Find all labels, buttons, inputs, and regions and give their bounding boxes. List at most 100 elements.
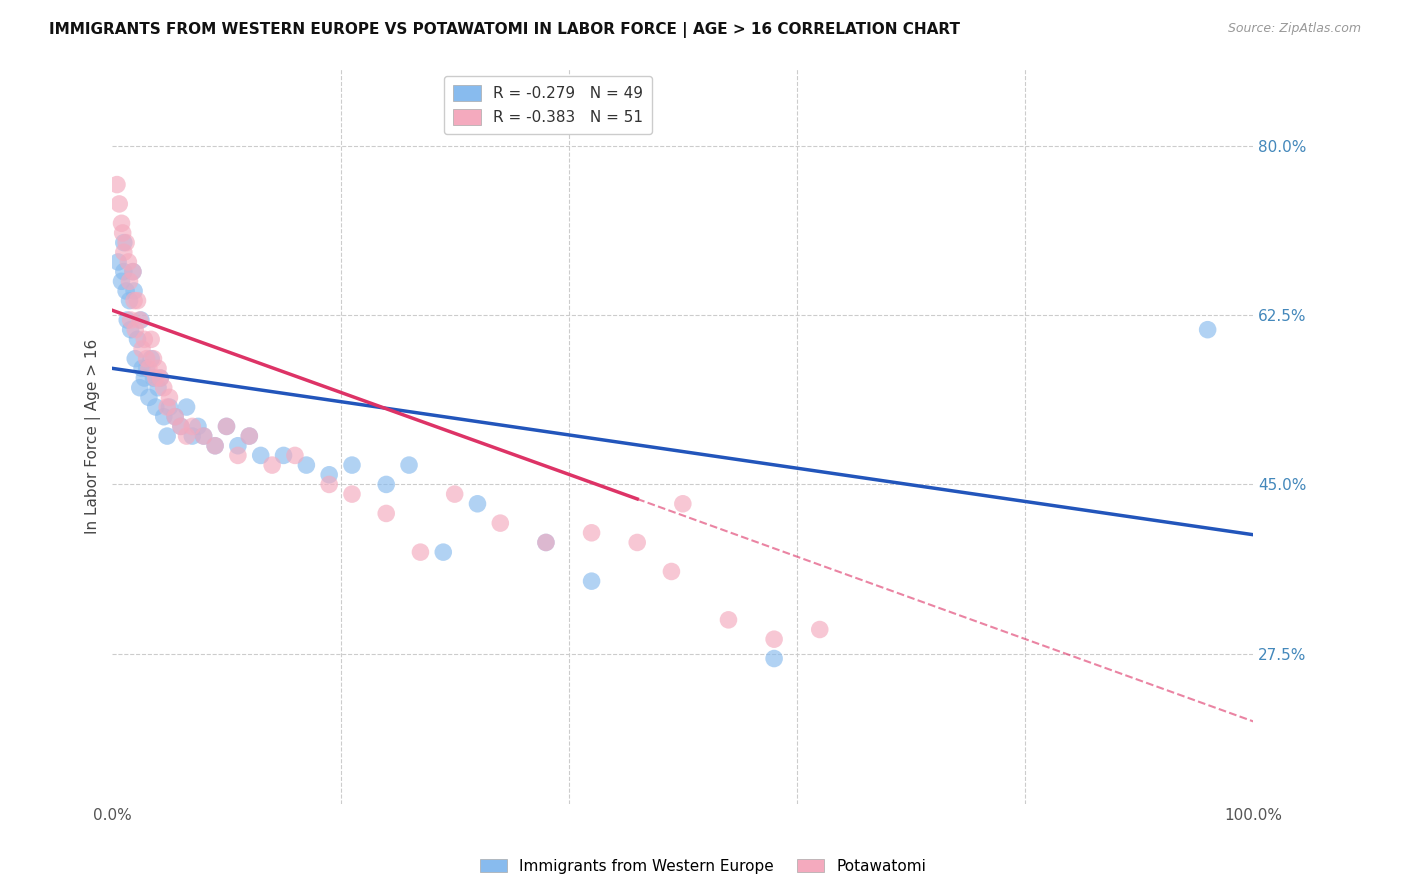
Point [152, 381, 174, 395]
Point [138, 361, 160, 376]
Point [432, 545, 454, 559]
Point [763, 651, 786, 665]
Point [128, 381, 150, 395]
Point [152, 409, 174, 424]
Point [120, 313, 142, 327]
Point [117, 255, 139, 269]
Point [443, 487, 465, 501]
Point [124, 351, 146, 366]
Point [581, 525, 603, 540]
Point [1197, 323, 1219, 337]
Point [249, 449, 271, 463]
Point [105, 178, 128, 192]
Point [204, 439, 226, 453]
Point [111, 226, 134, 240]
Point [141, 351, 163, 366]
Point [375, 477, 398, 491]
Point [159, 390, 181, 404]
Point [170, 419, 193, 434]
Point [581, 574, 603, 589]
Point [176, 429, 198, 443]
Point [127, 293, 149, 308]
Point [672, 497, 695, 511]
Point [409, 545, 432, 559]
Point [181, 429, 204, 443]
Point [118, 293, 141, 308]
Point [661, 565, 683, 579]
Point [318, 477, 340, 491]
Point [808, 623, 831, 637]
Point [135, 361, 157, 376]
Point [273, 449, 295, 463]
Point [134, 371, 156, 385]
Point [115, 284, 138, 298]
Point [142, 351, 165, 366]
Point [170, 419, 193, 434]
Point [149, 371, 172, 385]
Point [156, 400, 179, 414]
Point [134, 332, 156, 346]
Point [112, 265, 135, 279]
Point [145, 371, 167, 385]
Point [110, 274, 132, 288]
Point [141, 332, 163, 346]
Point [128, 313, 150, 327]
Point [318, 467, 340, 482]
Point [238, 429, 260, 443]
Point [159, 400, 181, 414]
Point [122, 293, 145, 308]
Point [215, 419, 238, 434]
Point [112, 245, 135, 260]
Point [115, 235, 138, 250]
Point [135, 351, 157, 366]
Point [215, 419, 238, 434]
Point [467, 497, 489, 511]
Text: IMMIGRANTS FROM WESTERN EUROPE VS POTAWATOMI IN LABOR FORCE | AGE > 16 CORRELATI: IMMIGRANTS FROM WESTERN EUROPE VS POTAWA… [49, 22, 960, 38]
Point [284, 449, 307, 463]
Point [238, 429, 260, 443]
Point [204, 439, 226, 453]
Point [717, 613, 740, 627]
Legend: Immigrants from Western Europe, Potawatomi: Immigrants from Western Europe, Potawato… [474, 853, 932, 880]
Legend: R = -0.279   N = 49, R = -0.383   N = 51: R = -0.279 N = 49, R = -0.383 N = 51 [444, 76, 652, 134]
Point [262, 458, 284, 472]
Point [120, 323, 142, 337]
Point [375, 507, 398, 521]
Point [108, 197, 131, 211]
Point [398, 458, 420, 472]
Point [129, 313, 152, 327]
Point [187, 419, 209, 434]
Point [142, 371, 165, 385]
Point [176, 400, 198, 414]
Point [122, 265, 145, 279]
Point [534, 535, 557, 549]
Point [131, 342, 153, 356]
Point [534, 535, 557, 549]
Point [110, 216, 132, 230]
Point [340, 487, 363, 501]
Point [112, 235, 135, 250]
Point [763, 632, 786, 647]
Point [115, 313, 138, 327]
Point [165, 409, 187, 424]
Point [107, 255, 129, 269]
Point [156, 429, 179, 443]
Point [131, 361, 153, 376]
Point [181, 419, 204, 434]
Y-axis label: In Labor Force | Age > 16: In Labor Force | Age > 16 [86, 338, 101, 533]
Point [127, 332, 149, 346]
Point [193, 429, 215, 443]
Point [146, 361, 169, 376]
Point [226, 439, 249, 453]
Point [146, 381, 169, 395]
Point [295, 458, 318, 472]
Point [138, 390, 160, 404]
Point [489, 516, 512, 530]
Point [165, 409, 187, 424]
Point [122, 284, 145, 298]
Point [149, 371, 172, 385]
Point [122, 265, 145, 279]
Point [145, 400, 167, 414]
Point [626, 535, 648, 549]
Point [118, 274, 141, 288]
